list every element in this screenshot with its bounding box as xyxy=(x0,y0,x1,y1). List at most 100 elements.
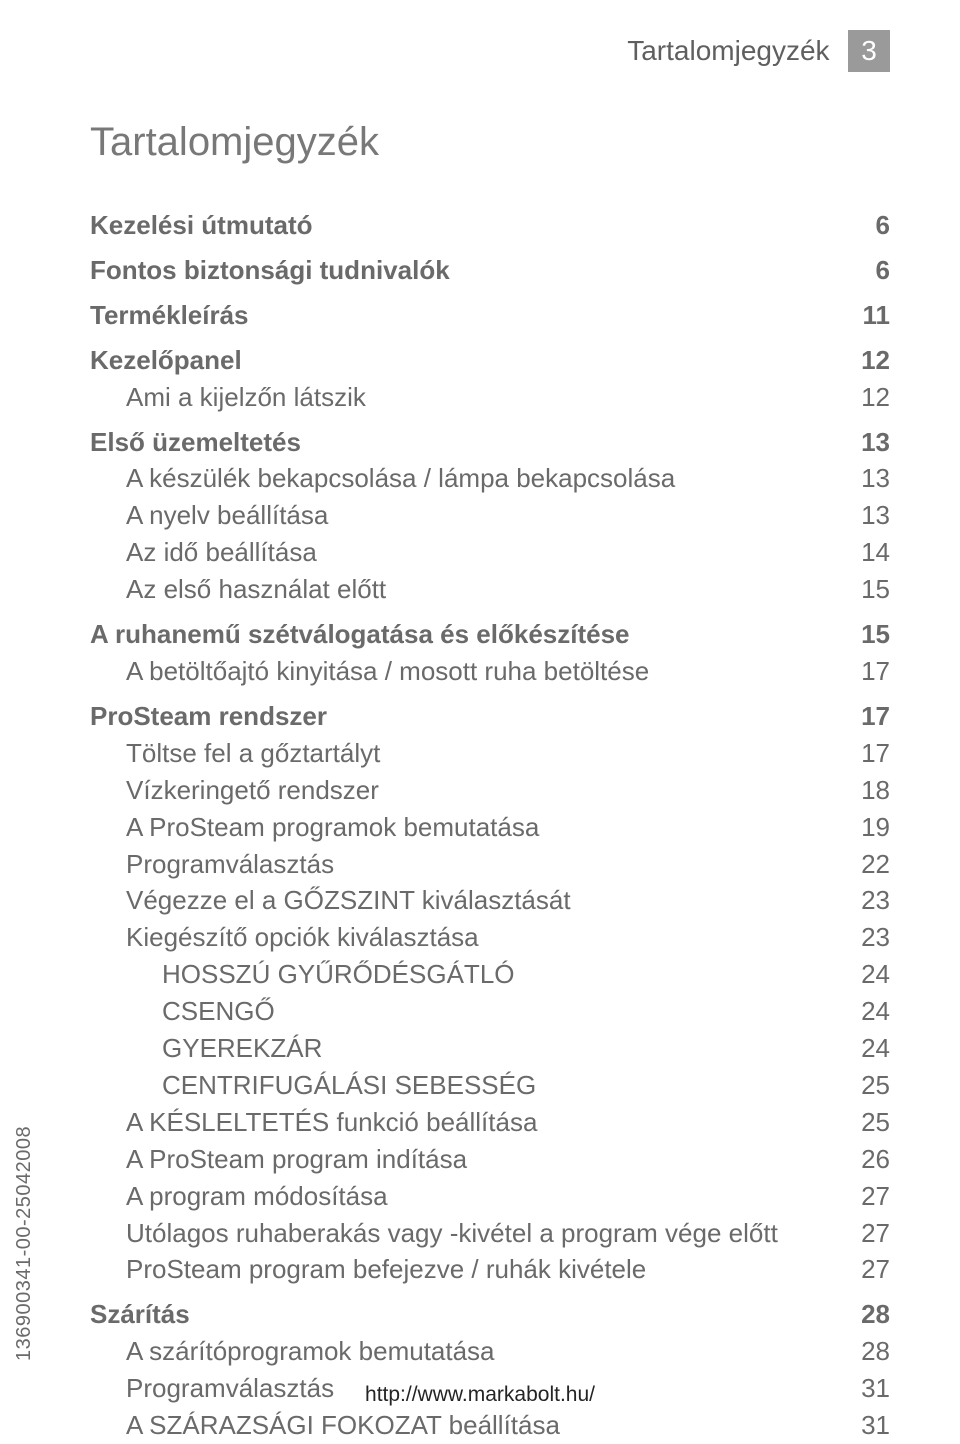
toc-label: Utólagos ruhaberakás vagy -kivétel a pro… xyxy=(90,1215,861,1252)
toc-label: A készülék bekapcsolása / lámpa bekapcso… xyxy=(90,460,861,497)
toc-row: Kiegészítő opciók kiválasztása23 xyxy=(90,919,890,956)
toc-page: 25 xyxy=(861,1067,890,1104)
toc-page: 17 xyxy=(861,653,890,690)
toc-page: 11 xyxy=(863,297,891,334)
toc-row: A betöltőajtó kinyitása / mosott ruha be… xyxy=(90,653,890,690)
toc-row: Szárítás28 xyxy=(90,1296,890,1333)
toc-page: 28 xyxy=(861,1296,890,1333)
toc-page: 24 xyxy=(861,993,890,1030)
toc-label: A ProSteam program indítása xyxy=(90,1141,861,1178)
toc-label: Kezelőpanel xyxy=(90,342,861,379)
toc-label: GYEREKZÁR xyxy=(90,1030,861,1067)
toc-row: Fontos biztonsági tudnivalók6 xyxy=(90,252,890,289)
document-code: 136900341-00-25042008 xyxy=(13,1126,36,1361)
toc-label: A szárítóprogramok bemutatása xyxy=(90,1333,861,1370)
toc-page: 24 xyxy=(861,956,890,993)
toc-page: 17 xyxy=(861,698,890,735)
footer-url: http://www.markabolt.hu/ xyxy=(0,1383,960,1407)
toc-label: Az első használat előtt xyxy=(90,571,861,608)
toc-label: A nyelv beállítása xyxy=(90,497,861,534)
toc-page: 25 xyxy=(861,1104,890,1141)
toc-row: Első üzemeltetés13 xyxy=(90,424,890,461)
toc-page: 17 xyxy=(861,735,890,772)
toc-row: A készülék bekapcsolása / lámpa bekapcso… xyxy=(90,460,890,497)
toc-page: 19 xyxy=(861,809,890,846)
toc-row: Töltse fel a gőztartályt17 xyxy=(90,735,890,772)
main-title: Tartalomjegyzék xyxy=(90,120,890,165)
toc-label: Fontos biztonsági tudnivalók xyxy=(90,252,876,289)
toc-label: Kiegészítő opciók kiválasztása xyxy=(90,919,861,956)
page-header: Tartalomjegyzék 3 xyxy=(90,30,890,72)
toc-label: ProSteam rendszer xyxy=(90,698,861,735)
toc-row: HOSSZÚ GYŰRŐDÉSGÁTLÓ24 xyxy=(90,956,890,993)
page-number-badge: 3 xyxy=(848,30,890,72)
toc-label: A ProSteam programok bemutatása xyxy=(90,809,861,846)
toc-row: Termékleírás11 xyxy=(90,297,890,334)
toc-row: Az első használat előtt15 xyxy=(90,571,890,608)
toc-row: ProSteam rendszer17 xyxy=(90,698,890,735)
toc-label: A KÉSLELTETÉS funkció beállítása xyxy=(90,1104,861,1141)
toc-page: 13 xyxy=(861,497,890,534)
toc-row: Programválasztás22 xyxy=(90,846,890,883)
toc-label: Töltse fel a gőztartályt xyxy=(90,735,861,772)
toc-row: Végezze el a GŐZSZINT kiválasztását23 xyxy=(90,882,890,919)
toc-page: 14 xyxy=(861,534,890,571)
toc-label: Programválasztás xyxy=(90,846,861,883)
toc-label: CSENGŐ xyxy=(90,993,861,1030)
toc-label: Első üzemeltetés xyxy=(90,424,861,461)
toc-row: Kezelőpanel12 xyxy=(90,342,890,379)
toc-label: HOSSZÚ GYŰRŐDÉSGÁTLÓ xyxy=(90,956,861,993)
toc-label: Végezze el a GŐZSZINT kiválasztását xyxy=(90,882,861,919)
table-of-contents: Kezelési útmutató6Fontos biztonsági tudn… xyxy=(90,207,890,1444)
document-page: Tartalomjegyzék 3 Tartalomjegyzék Kezelé… xyxy=(0,0,960,1425)
toc-row: A nyelv beállítása13 xyxy=(90,497,890,534)
toc-label: Kezelési útmutató xyxy=(90,207,876,244)
toc-page: 15 xyxy=(861,616,890,653)
toc-label: Szárítás xyxy=(90,1296,861,1333)
toc-page: 23 xyxy=(861,919,890,956)
toc-row: Utólagos ruhaberakás vagy -kivétel a pro… xyxy=(90,1215,890,1252)
toc-row: A szárítóprogramok bemutatása28 xyxy=(90,1333,890,1370)
toc-row: Vízkeringető rendszer18 xyxy=(90,772,890,809)
toc-row: A KÉSLELTETÉS funkció beállítása25 xyxy=(90,1104,890,1141)
toc-page: 15 xyxy=(861,571,890,608)
toc-page: 28 xyxy=(861,1333,890,1370)
toc-row: A ProSteam programok bemutatása19 xyxy=(90,809,890,846)
toc-label: A SZÁRAZSÁGI FOKOZAT beállítása xyxy=(90,1407,861,1444)
toc-row: Ami a kijelzőn látszik12 xyxy=(90,379,890,416)
toc-row: Az idő beállítása14 xyxy=(90,534,890,571)
toc-page: 6 xyxy=(876,207,890,244)
toc-page: 27 xyxy=(861,1215,890,1252)
toc-page: 12 xyxy=(861,342,890,379)
toc-page: 22 xyxy=(861,846,890,883)
toc-row: Kezelési útmutató6 xyxy=(90,207,890,244)
toc-page: 31 xyxy=(861,1407,890,1444)
toc-row: CENTRIFUGÁLÁSI SEBESSÉG25 xyxy=(90,1067,890,1104)
toc-row: A SZÁRAZSÁGI FOKOZAT beállítása31 xyxy=(90,1407,890,1444)
toc-row: CSENGŐ24 xyxy=(90,993,890,1030)
toc-page: 23 xyxy=(861,882,890,919)
toc-page: 27 xyxy=(861,1178,890,1215)
toc-page: 24 xyxy=(861,1030,890,1067)
toc-page: 13 xyxy=(861,424,890,461)
toc-row: A ruhanemű szétválogatása és előkészítés… xyxy=(90,616,890,653)
toc-label: A ruhanemű szétválogatása és előkészítés… xyxy=(90,616,861,653)
toc-row: A ProSteam program indítása26 xyxy=(90,1141,890,1178)
toc-page: 26 xyxy=(861,1141,890,1178)
header-title: Tartalomjegyzék xyxy=(627,35,829,67)
toc-row: A program módosítása27 xyxy=(90,1178,890,1215)
toc-page: 13 xyxy=(861,460,890,497)
toc-page: 12 xyxy=(861,379,890,416)
toc-row: ProSteam program befejezve / ruhák kivét… xyxy=(90,1251,890,1288)
toc-page: 18 xyxy=(861,772,890,809)
toc-page: 6 xyxy=(876,252,890,289)
toc-label: CENTRIFUGÁLÁSI SEBESSÉG xyxy=(90,1067,861,1104)
toc-row: GYEREKZÁR24 xyxy=(90,1030,890,1067)
toc-label: Termékleírás xyxy=(90,297,863,334)
toc-label: Vízkeringető rendszer xyxy=(90,772,861,809)
toc-label: Ami a kijelzőn látszik xyxy=(90,379,861,416)
toc-label: A program módosítása xyxy=(90,1178,861,1215)
toc-label: Az idő beállítása xyxy=(90,534,861,571)
toc-label: ProSteam program befejezve / ruhák kivét… xyxy=(90,1251,861,1288)
toc-page: 27 xyxy=(861,1251,890,1288)
